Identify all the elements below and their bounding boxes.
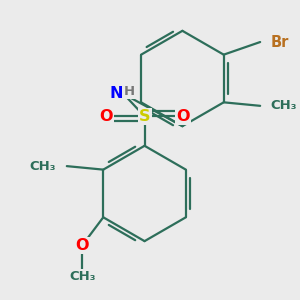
Text: H: H [124,85,135,98]
Text: N: N [110,86,123,101]
Text: O: O [76,238,89,253]
Text: CH₃: CH₃ [30,160,56,172]
Text: Br: Br [271,34,289,50]
Text: O: O [99,109,113,124]
Text: CH₃: CH₃ [69,270,95,284]
Text: O: O [176,109,190,124]
Text: CH₃: CH₃ [271,99,297,112]
Text: S: S [139,109,150,124]
